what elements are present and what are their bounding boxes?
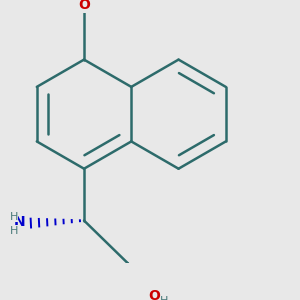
- Text: H: H: [10, 212, 18, 222]
- Text: H: H: [160, 296, 168, 300]
- Text: N: N: [14, 215, 26, 229]
- Text: O: O: [148, 289, 160, 300]
- Text: O: O: [78, 0, 90, 12]
- Text: H: H: [10, 226, 18, 236]
